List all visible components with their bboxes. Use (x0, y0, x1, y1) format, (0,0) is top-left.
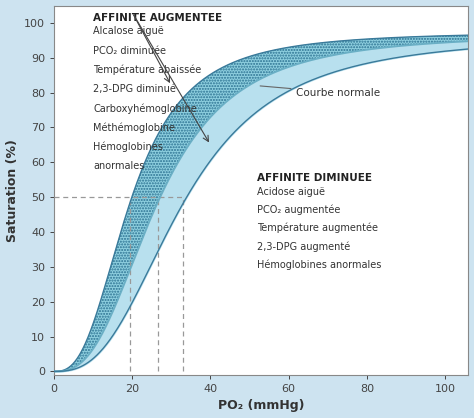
Text: Méthémoglobine: Méthémoglobine (93, 122, 175, 133)
X-axis label: PO₂ (mmHg): PO₂ (mmHg) (218, 400, 304, 413)
Y-axis label: Saturation (%): Saturation (%) (6, 139, 18, 242)
Text: Hémoglobines: Hémoglobines (93, 141, 163, 152)
Text: Carboxyhémoglobine: Carboxyhémoglobine (93, 103, 197, 114)
Text: AFFINITE DIMINUEE: AFFINITE DIMINUEE (257, 173, 373, 183)
Text: 2,3-DPG diminué: 2,3-DPG diminué (93, 84, 176, 94)
Text: 2,3-DPG augmenté: 2,3-DPG augmenté (257, 241, 351, 252)
Text: Hémoglobines anormales: Hémoglobines anormales (257, 259, 382, 270)
Text: anormales: anormales (93, 161, 145, 171)
Text: Température augmentée: Température augmentée (257, 223, 378, 234)
Text: PCO₂ augmentée: PCO₂ augmentée (257, 205, 341, 215)
Text: Acidose aiguë: Acidose aiguë (257, 187, 325, 197)
Text: Température abaissée: Température abaissée (93, 65, 201, 75)
Text: PCO₂ diminuée: PCO₂ diminuée (93, 46, 166, 56)
Text: Courbe normale: Courbe normale (260, 86, 381, 98)
Text: AFFINITE AUGMENTEE: AFFINITE AUGMENTEE (93, 13, 222, 23)
Text: Alcalose aiguë: Alcalose aiguë (93, 26, 164, 36)
